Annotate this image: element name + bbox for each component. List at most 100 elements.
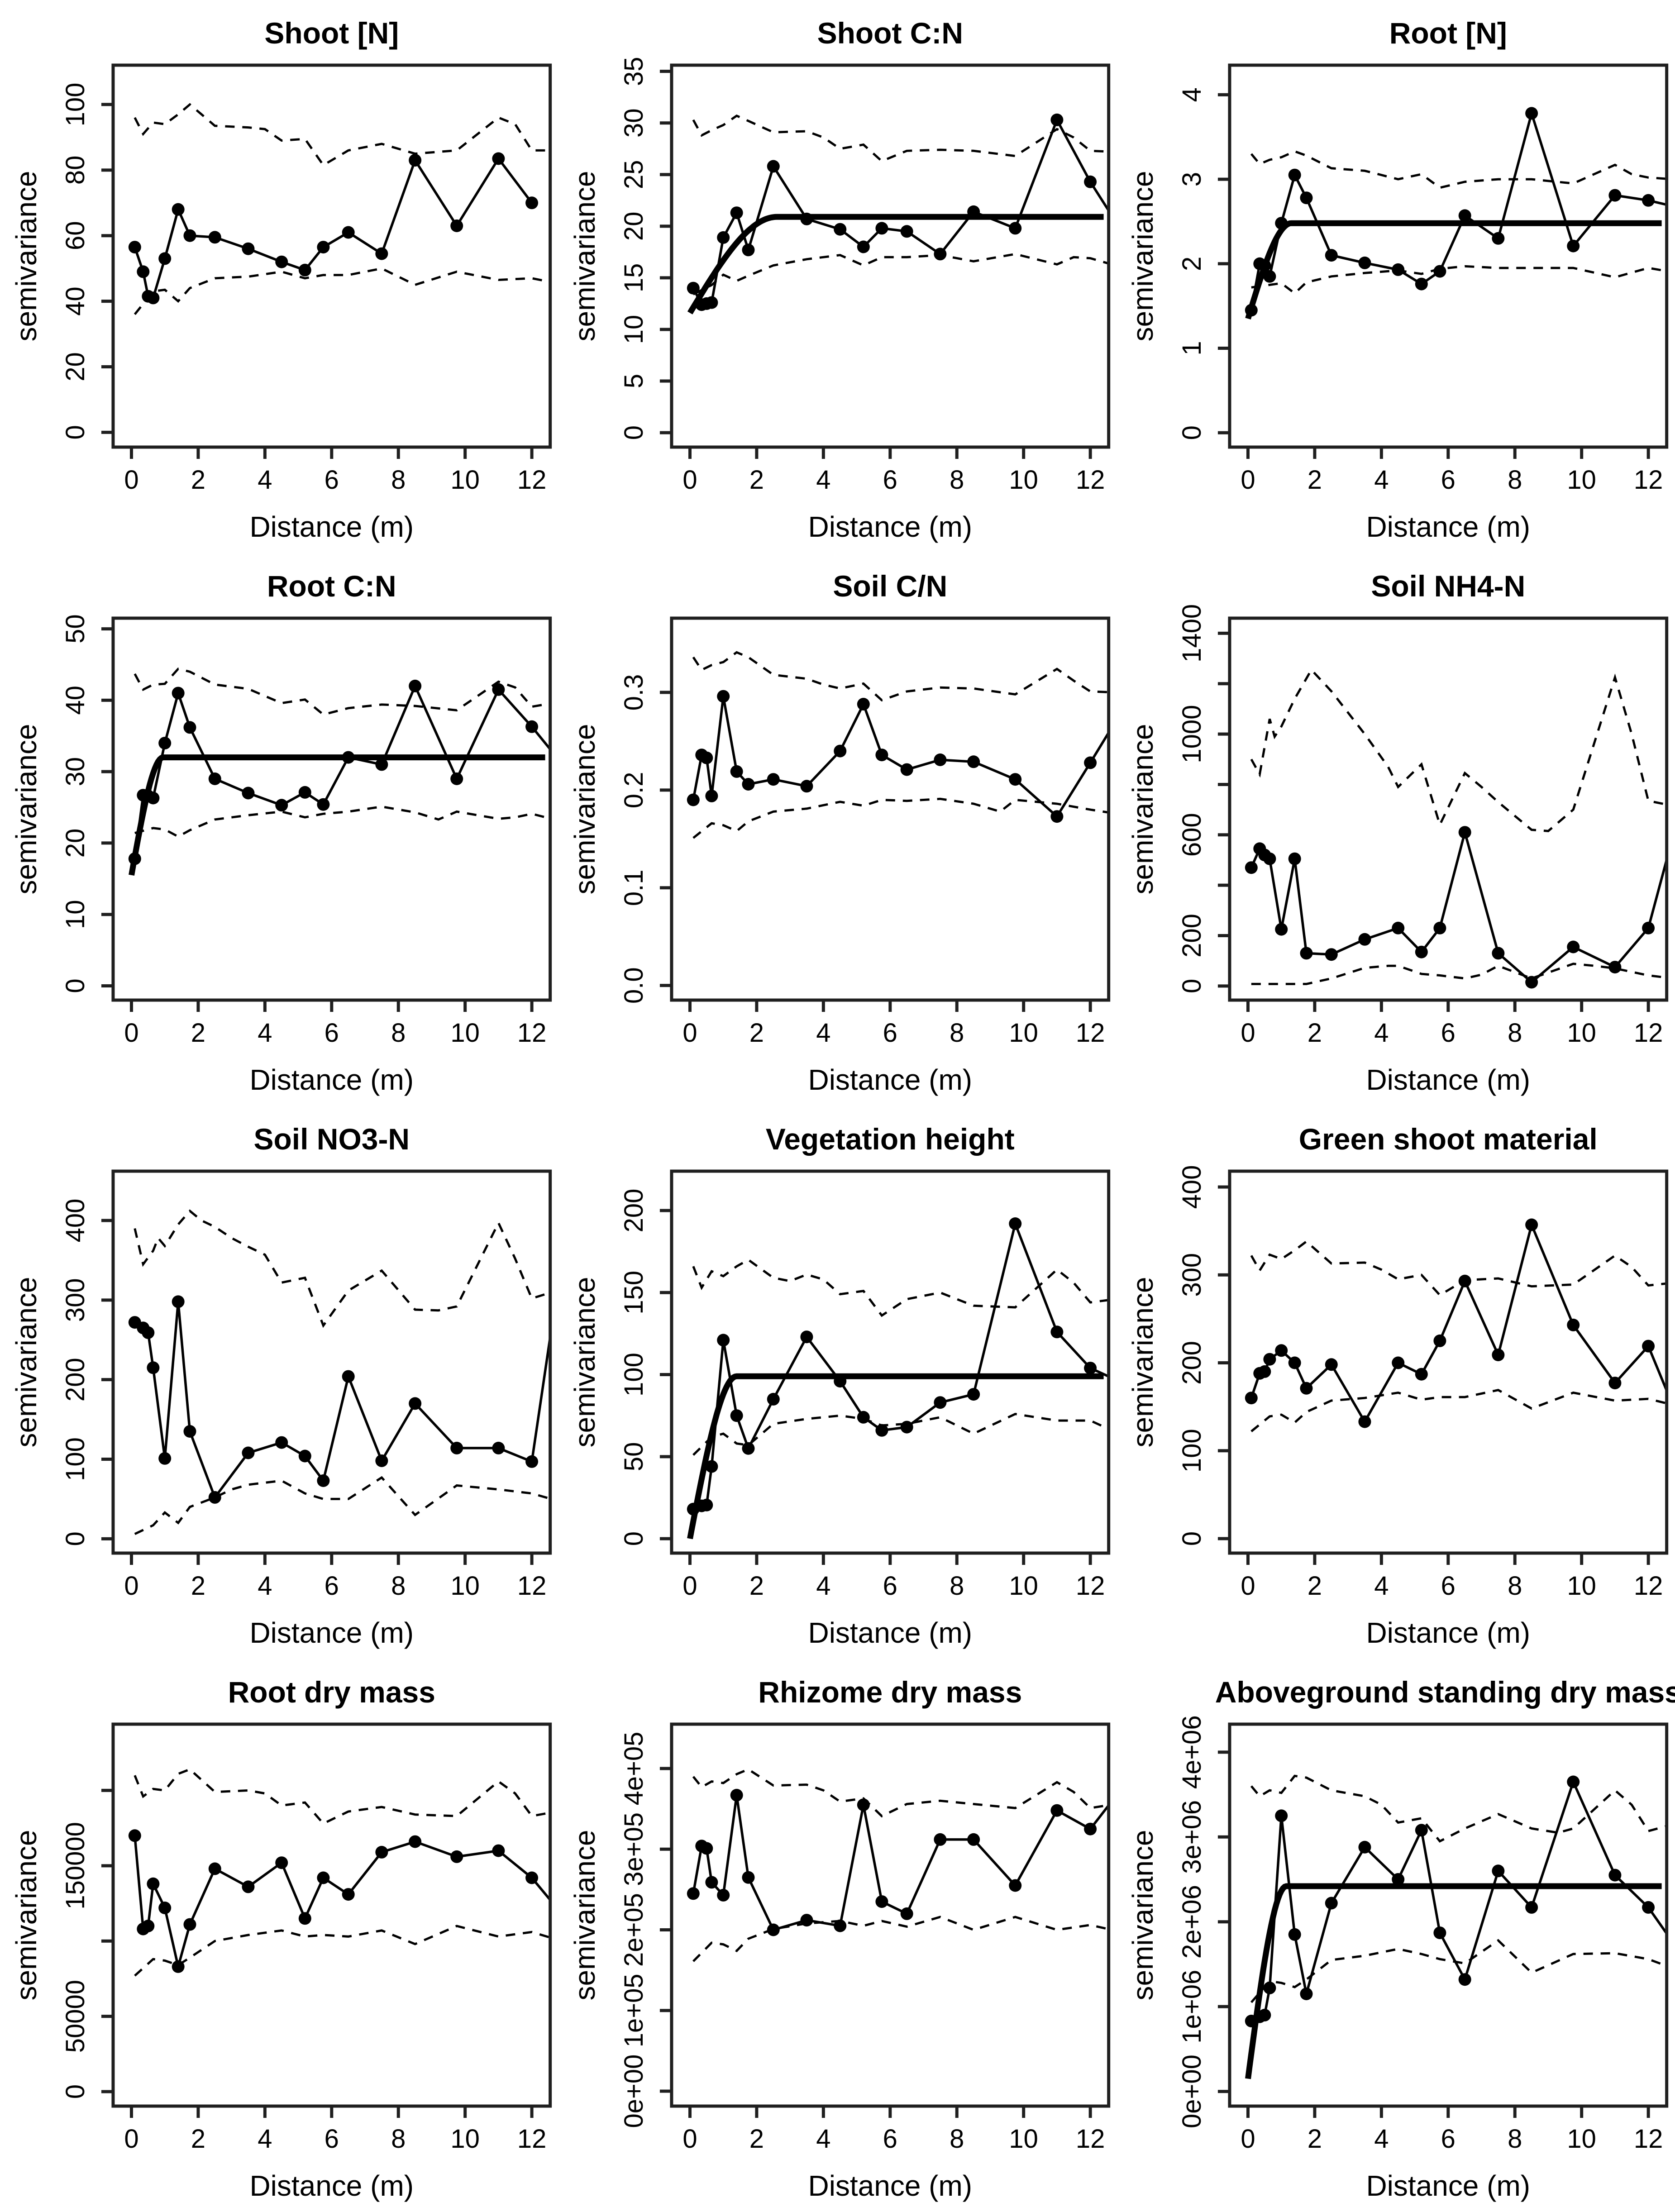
semivariance-point	[525, 1455, 539, 1468]
x-axis-tick-label: 4	[1374, 1019, 1389, 1048]
upper-envelope-line	[134, 103, 550, 167]
x-axis-tick-label: 8	[391, 466, 406, 495]
semivariance-point	[1083, 1362, 1097, 1375]
y-axis-tick-label: 25	[620, 160, 649, 190]
semivariance-point	[525, 1871, 539, 1884]
semivariance-point	[1642, 921, 1655, 934]
x-axis-label: Distance (m)	[250, 1616, 414, 1649]
x-axis-tick-label: 6	[1441, 2125, 1455, 2154]
y-axis-tick-label: 20	[61, 352, 90, 381]
semivariance-point	[1525, 976, 1538, 989]
semivariance-point	[1392, 1873, 1405, 1886]
plot-box	[1228, 1722, 1669, 2108]
semivariance-point	[409, 154, 422, 167]
semivariance-point	[375, 1454, 388, 1467]
x-axis-label: Distance (m)	[808, 510, 972, 543]
semivariance-point	[767, 160, 780, 173]
semivariance-point	[1608, 961, 1622, 974]
panel-chart-green-shoot-material: Green shoot material Distance (m) semivari…	[1126, 1122, 1669, 1649]
semivariance-point	[525, 196, 539, 210]
semivariance-point	[716, 1334, 730, 1347]
semivariance-point	[1642, 1901, 1655, 1914]
y-axis-tick-label: 60	[61, 221, 90, 250]
upper-envelope-line	[692, 114, 1109, 163]
semivariance-point	[298, 786, 311, 799]
lower-envelope-line	[134, 1925, 550, 1977]
y-axis-tick-label: 0.0	[620, 967, 649, 1004]
y-axis-tick-label: 30	[620, 108, 649, 138]
semivariance-point	[1263, 270, 1276, 283]
semivariance-point	[147, 791, 160, 805]
y-axis-tick-label: 10	[620, 315, 649, 344]
semivariance-point	[1275, 217, 1288, 230]
semivariance-point	[1492, 1349, 1505, 1361]
x-axis-tick-label: 6	[1441, 466, 1455, 495]
semivariance-point	[967, 205, 980, 218]
semivariance-point	[1415, 277, 1428, 291]
semivariance-point	[900, 1421, 913, 1434]
y-axis-label: semivariance	[568, 1830, 601, 2000]
x-axis-tick-label: 6	[325, 1019, 339, 1048]
panel-title: Root dry mass	[228, 1675, 435, 1709]
x-axis-label: Distance (m)	[808, 1063, 972, 1096]
upper-envelope-line	[692, 1258, 1109, 1317]
panel-green-shoot-material: Green shoot material Distance (m) semivari…	[1117, 1106, 1675, 1659]
y-axis-tick-label: 100	[620, 1353, 649, 1397]
semivariance-point	[1300, 947, 1313, 960]
semivariance-point	[742, 1442, 755, 1455]
semivariance-point	[1525, 1901, 1538, 1914]
y-axis-tick-label: 0	[61, 1531, 90, 1546]
panel-title: Rhizome dry mass	[758, 1675, 1022, 1709]
semivariance-point	[317, 798, 330, 811]
x-axis-tick-label: 0	[682, 1572, 697, 1601]
semivariance-point	[1358, 256, 1371, 269]
x-axis-tick-label: 6	[883, 2125, 897, 2154]
y-axis-tick-label: 400	[61, 1199, 90, 1243]
y-axis-tick-label: 1	[1178, 341, 1207, 355]
semivariance-point	[1275, 1344, 1288, 1357]
semivariance-point	[1263, 1353, 1276, 1366]
semivariance-point	[800, 1914, 813, 1927]
semivariance-point	[375, 1845, 388, 1859]
y-axis-tick-label: 40	[61, 686, 90, 715]
panel-shoot-n: Shoot [N] Distance (m) semivariance 0 2 4 6 8 10…	[0, 0, 558, 553]
lower-envelope-line	[134, 267, 550, 315]
semivariance-point	[705, 789, 718, 802]
semivariance-point	[1608, 1377, 1622, 1390]
y-axis-tick-label: 1000	[1178, 705, 1207, 763]
x-axis-tick-label: 10	[450, 1572, 479, 1601]
y-axis-tick-label: 150000	[61, 1822, 90, 1910]
semivariance-point	[1415, 945, 1428, 958]
semivariance-point	[317, 241, 330, 254]
y-axis-tick-label: 40	[61, 286, 90, 316]
panel-soil-no3-n: Soil NO3-N Distance (m) semivariance 0 2 4 6 8 1…	[0, 1106, 558, 1659]
panel-title: Soil NO3-N	[254, 1122, 410, 1156]
upper-envelope-line	[1250, 150, 1667, 189]
y-axis-tick-label: 0	[61, 2084, 90, 2099]
y-axis-label: semivariance	[10, 724, 43, 894]
x-axis-tick-label: 6	[325, 2125, 339, 2154]
x-axis-tick-label: 2	[191, 466, 205, 495]
x-axis-tick-label: 12	[517, 1019, 546, 1048]
semivariance-point	[1275, 1809, 1288, 1822]
semivariance-point	[298, 263, 311, 276]
x-axis-label: Distance (m)	[250, 2169, 414, 2202]
lower-envelope-line	[692, 253, 1109, 296]
y-axis-label: semivariance	[568, 1277, 601, 1447]
y-axis-tick-label: 1e+06	[1178, 1970, 1207, 2044]
y-axis-tick-label: 100	[1178, 1429, 1207, 1473]
y-axis-tick-label: 35	[620, 57, 649, 86]
lower-envelope-line	[1251, 963, 1667, 985]
semivariance-point	[800, 780, 813, 793]
y-axis-label: semivariance	[568, 724, 601, 894]
semivariance-point	[1263, 852, 1276, 865]
semivariance-point	[1050, 113, 1064, 126]
semivariance-point	[409, 1835, 422, 1848]
lower-envelope-line	[1250, 1389, 1667, 1432]
semivariance-point	[1567, 940, 1580, 953]
semivariance-point	[409, 1397, 422, 1410]
y-axis-tick-label: 20	[620, 212, 649, 241]
x-axis-tick-label: 6	[325, 1572, 339, 1601]
plot-box	[670, 1722, 1110, 2108]
x-axis-tick-label: 2	[749, 466, 764, 495]
